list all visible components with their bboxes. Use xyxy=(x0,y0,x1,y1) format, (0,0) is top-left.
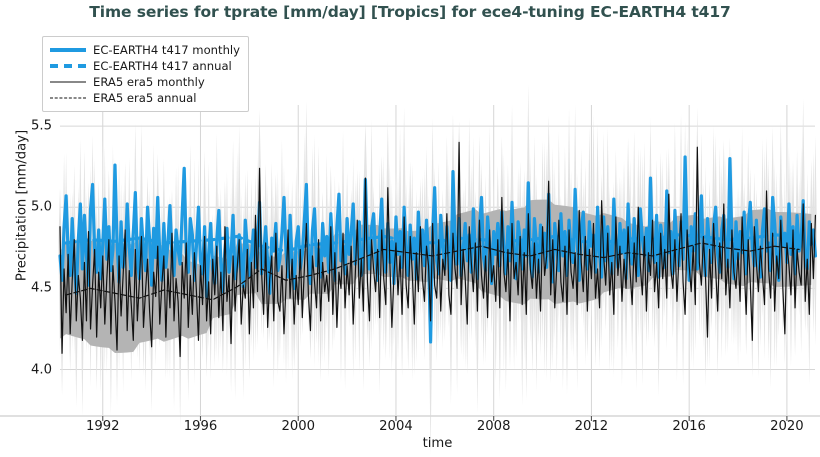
x-tick-label: 2016 xyxy=(672,419,706,434)
spread-spike xyxy=(367,213,372,367)
y-axis-ticks: 4.0 4.5 5.0 5.5 xyxy=(0,0,52,457)
legend-swatch-reference-monthly xyxy=(50,75,86,89)
legend-swatch-model-annual xyxy=(50,59,86,73)
series-line-reference-monthly xyxy=(59,141,817,358)
spread-spike xyxy=(247,208,251,380)
y-tick-label: 4.5 xyxy=(31,280,52,296)
x-tick-label: 2004 xyxy=(379,419,413,434)
y-tick-label: 5.5 xyxy=(31,118,52,134)
y-axis-label: Precipitation [mm/day] xyxy=(14,129,30,282)
legend-label: EC-EARTH4 t417 annual xyxy=(93,59,232,73)
legend-label: ERA5 era5 monthly xyxy=(93,75,205,89)
x-tick-label: 2012 xyxy=(574,419,609,434)
chart-legend: EC-EARTH4 t417 monthly EC-EARTH4 t417 an… xyxy=(42,36,250,112)
legend-item[interactable]: ERA5 era5 annual xyxy=(50,90,240,106)
x-tick-label: 1992 xyxy=(85,419,120,434)
legend-item[interactable]: EC-EARTH4 t417 monthly xyxy=(50,42,240,58)
legend-swatch-reference-annual xyxy=(50,91,86,105)
x-axis-label: time xyxy=(422,436,453,451)
x-tick-label: 1996 xyxy=(183,419,218,434)
chart-title: Time series for tprate [mm/day] [Tropics… xyxy=(89,3,731,21)
spread-spike xyxy=(406,191,410,372)
spread-spike xyxy=(465,198,469,375)
series-line-reference-annual xyxy=(65,242,800,301)
legend-item[interactable]: ERA5 era5 monthly xyxy=(50,74,240,90)
legend-label: ERA5 era5 annual xyxy=(93,91,197,105)
legend-swatch-model-monthly xyxy=(50,43,86,57)
legend-label: EC-EARTH4 t417 monthly xyxy=(93,43,241,57)
legend-item[interactable]: EC-EARTH4 t417 annual xyxy=(50,58,240,74)
x-tick-label: 2000 xyxy=(281,419,315,434)
y-tick-label: 5.0 xyxy=(31,199,52,215)
y-tick-label: 4.0 xyxy=(31,362,52,378)
x-tick-label: 2020 xyxy=(770,419,804,434)
spread-spike xyxy=(390,181,394,373)
x-tick-label: 2008 xyxy=(476,419,511,434)
